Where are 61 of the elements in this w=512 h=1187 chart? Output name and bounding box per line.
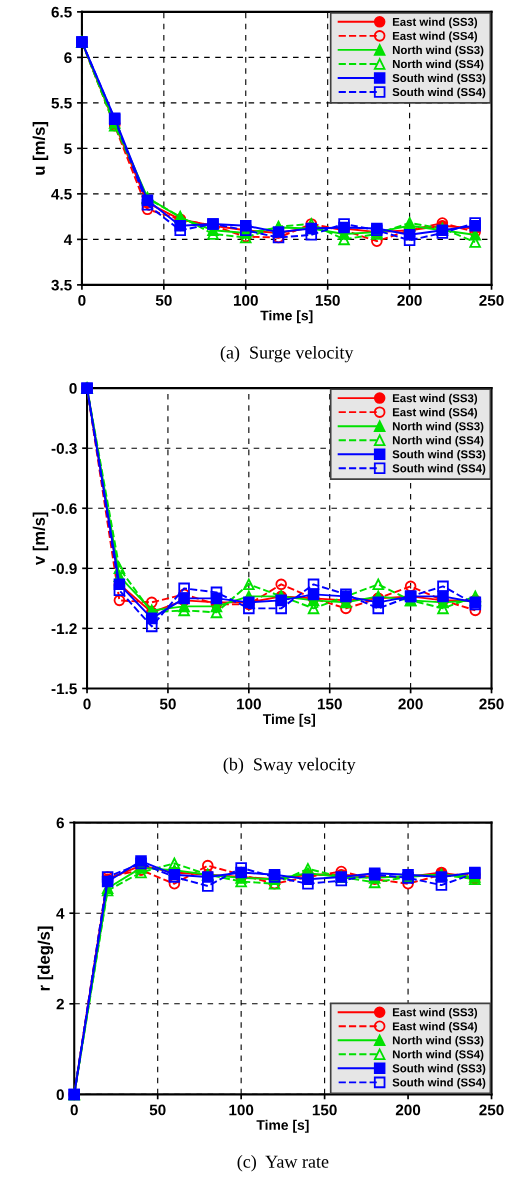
y-tick-label: 6 [64,52,72,64]
y-axis-title: u [m/s] [32,121,49,175]
y-axis-title: r [deg/s] [37,926,54,991]
legend-label: North wind (SS4) [392,435,484,447]
x-tick-label: 0 [83,698,91,710]
x-tick-label: 150 [317,698,342,710]
y-tick-label: -1.2 [51,623,77,634]
y-axis-title: v [m/s] [32,512,49,566]
legend-label: North wind (SS4) [392,59,484,71]
legend-label: South wind (SS3) [392,449,486,461]
x-tick-label: 200 [397,295,422,306]
legend-label: South wind (SS3) [392,1064,486,1075]
y-tick-label: 5 [64,143,72,155]
legend-label: East wind (SS4) [392,31,478,43]
x-tick-label: 250 [479,1104,504,1116]
x-tick-label: 50 [159,698,176,710]
x-tick-label: 0 [78,295,86,306]
text: (a) Surge velocity [220,345,354,363]
y-tick-label: 6.5 [51,6,72,18]
y-tick-label: 0 [69,383,77,394]
legend-label: South wind (SS4) [392,1078,486,1089]
x-tick-label: 150 [315,295,340,306]
y-tick-label: 5.5 [51,97,72,109]
y-tick-label: 3.5 [51,279,72,291]
x-axis-title: Time [s] [262,713,316,727]
y-tick-label: 0 [56,1089,64,1101]
legend-label: South wind (SS3) [392,73,486,85]
y-tick-label: 6 [56,817,64,829]
x-tick-label: 150 [312,1104,337,1116]
text: (b) Sway velocity [223,757,356,775]
legend-label: South wind (SS4) [392,464,486,475]
y-tick-label: -0.6 [51,503,77,514]
legend-label: East wind (SS3) [392,17,478,29]
legend-label: North wind (SS3) [392,1036,484,1047]
y-tick-label: -1.5 [51,683,77,695]
x-tick-label: 250 [479,698,504,710]
legend-label: East wind (SS3) [392,1007,478,1019]
x-tick-label: 250 [479,295,504,306]
x-tick-label: 200 [395,1104,421,1116]
x-axis-title: Time [s] [256,1119,309,1133]
legend-label: South wind (SS4) [392,87,486,99]
y-tick-label: -0.9 [51,563,77,575]
y-tick-label: 4 [56,908,65,919]
y-tick-label: -0.3 [51,443,77,454]
x-tick-label: 100 [233,295,258,306]
x-tick-label: 200 [398,698,423,710]
legend-label: East wind (SS4) [392,1021,478,1033]
y-tick-label: 4.5 [51,188,72,200]
legend-label: North wind (SS3) [392,421,484,433]
x-tick-label: 50 [149,1104,166,1116]
y-tick-label: 2 [56,998,64,1010]
y-tick-label: 4 [63,234,73,245]
legend-label: East wind (SS3) [392,393,478,405]
text: (c) Yaw rate [237,1155,329,1172]
x-tick-label: 50 [155,295,172,306]
legend-label: North wind (SS3) [392,45,484,57]
x-tick-label: 100 [229,1104,254,1116]
legend-label: North wind (SS4) [392,1050,484,1061]
legend-label: East wind (SS4) [392,407,478,419]
x-tick-label: 100 [237,698,261,710]
x-axis-title: Time [s] [260,310,313,324]
